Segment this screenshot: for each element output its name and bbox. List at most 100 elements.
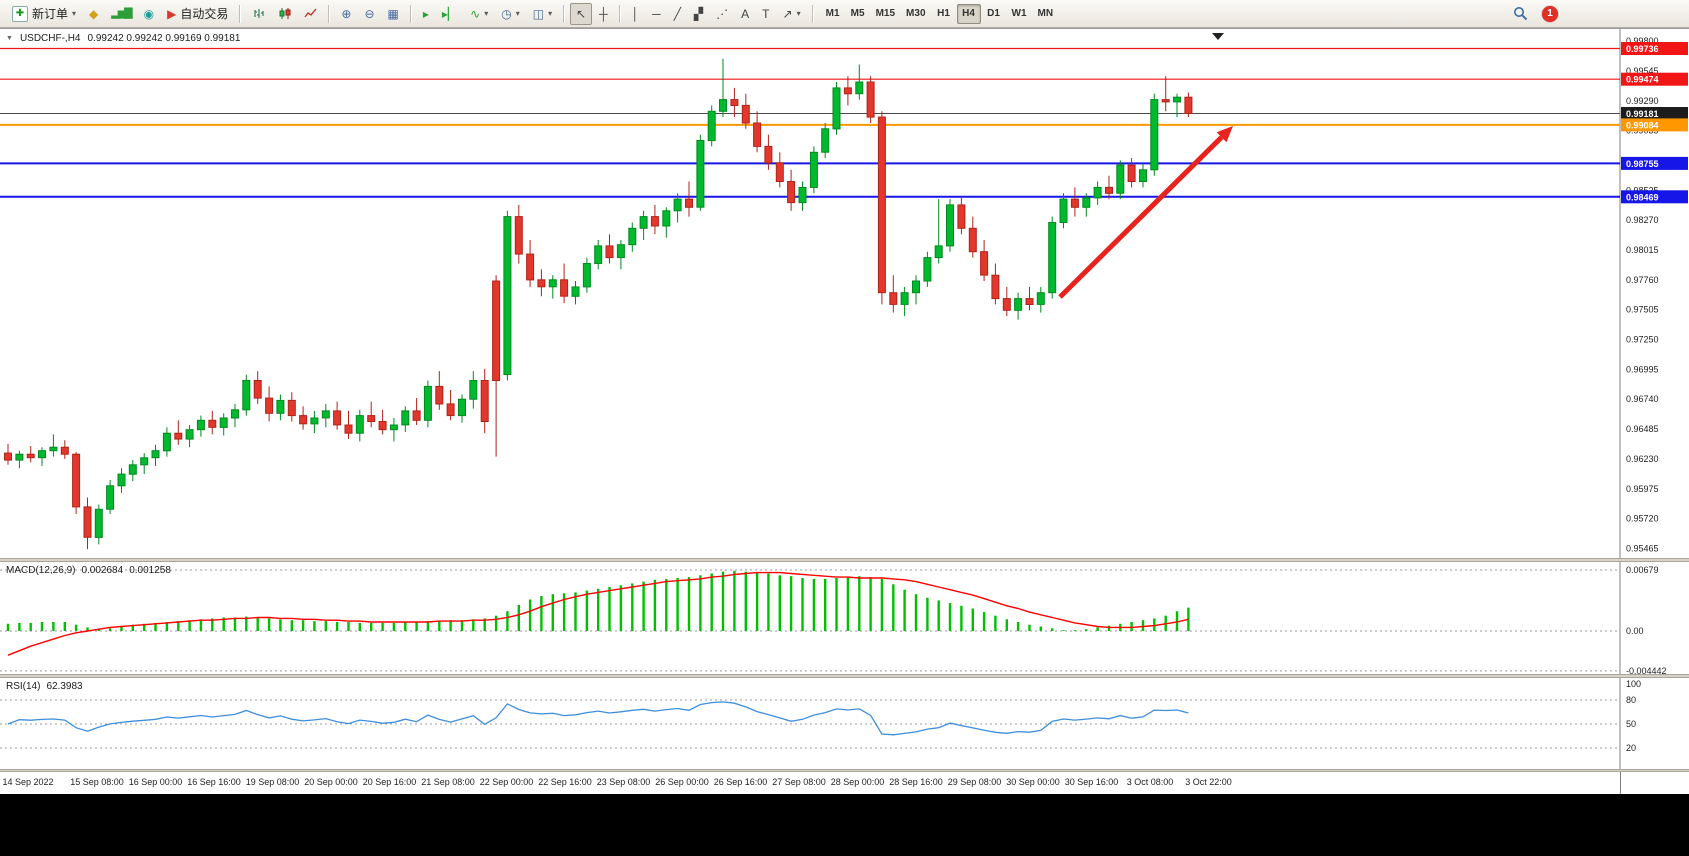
price-tick-label: 0.95465 (1626, 544, 1659, 554)
line-chart-type-button[interactable] (298, 3, 323, 25)
tile-windows-button[interactable]: ▦ (382, 3, 405, 25)
time-axis-label: 22 Sep 00:00 (479, 777, 534, 787)
chevron-down-icon: ▾ (72, 9, 77, 18)
time-axis-label: 16 Sep 00:00 (128, 777, 183, 787)
timeframe-mn-button[interactable]: MN (1033, 4, 1059, 24)
collapse-arrow-icon[interactable]: ▼ (6, 35, 13, 42)
macd-name: MACD(12,26,9) (6, 565, 76, 576)
bar-chart-type-button[interactable] (246, 3, 271, 25)
timeframe-h1-button[interactable]: H1 (932, 4, 956, 24)
trend-arrow-head (1216, 126, 1233, 143)
price-tag-label: 0.99084 (1626, 120, 1659, 130)
text-label-button[interactable]: T (756, 3, 775, 25)
symbol-label: USDCHF-,H4 (19, 33, 81, 44)
notification-badge[interactable]: 1 (1542, 5, 1558, 22)
text-icon: A (741, 6, 750, 21)
chart-shift-icon: ▸▏ (441, 6, 458, 21)
market-watch-button[interactable]: ◉ (138, 3, 160, 25)
time-axis-label: 30 Sep 16:00 (1064, 777, 1119, 787)
horizontal-line-icon: ─ (652, 6, 661, 21)
macd-panel[interactable]: 0.00679 0.00 -0.004442 MACD(12,26,9) 0.002… (0, 562, 1689, 674)
trend-arrow[interactable] (1058, 135, 1224, 299)
macd-label: MACD(12,26,9) 0.002684 0.001258 (6, 565, 171, 576)
rsi-chart[interactable]: 100 80 50 20 (0, 678, 1689, 769)
panel-splitter[interactable] (0, 558, 1689, 562)
toolbar-separator (618, 4, 621, 23)
panel-splitter[interactable] (0, 769, 1689, 772)
channel-icon: ▞ (693, 6, 704, 21)
zoom-in-button[interactable]: ⊕ (335, 3, 357, 25)
time-axis-label: 3 Oct 22:00 (1185, 777, 1232, 787)
time-axis-label: 20 Sep 16:00 (362, 777, 417, 787)
templates-button[interactable]: ◫ ▾ (527, 3, 558, 25)
timeframe-m5-button[interactable]: M5 (846, 4, 870, 24)
toolbar: ✚ 新订单 ▾ ◆ ▂▅▇ ◉ ▶ 自动交易 (0, 0, 1689, 28)
rsi-tick-label: 20 (1626, 743, 1636, 753)
macd-histogram (6, 570, 1190, 631)
timeframe-m15-button[interactable]: M15 (871, 4, 900, 24)
price-tick-label: 0.95975 (1626, 484, 1659, 494)
indicators-button[interactable]: ∿ ▾ (464, 3, 494, 25)
timeframe-m30-button[interactable]: M30 (901, 4, 930, 24)
macd-tick-label: 0.00 (1626, 626, 1644, 636)
price-tick-label: 0.96230 (1626, 454, 1659, 464)
auto-trading-button[interactable]: ▶ 自动交易 (161, 3, 234, 25)
price-tick-label: 0.97505 (1626, 305, 1659, 315)
timeframe-d1-button[interactable]: D1 (982, 4, 1006, 24)
charts-button[interactable]: ▂▅▇ (105, 3, 136, 25)
price-tag-label: 0.99181 (1626, 109, 1659, 119)
text-button[interactable]: A (735, 3, 755, 25)
price-tick-label: 0.99800 (1626, 36, 1659, 46)
price-tick-label: 0.97250 (1626, 335, 1659, 345)
price-tag-label: 0.98755 (1626, 159, 1659, 169)
chevron-down-icon: ▾ (548, 9, 553, 18)
rsi-tick-label: 50 (1626, 719, 1636, 729)
timeframe-w1-button[interactable]: W1 (1007, 4, 1032, 24)
rsi-name: RSI(14) (6, 681, 41, 692)
vertical-line-button[interactable]: │ (626, 3, 646, 25)
toolbar-separator (328, 4, 331, 23)
market-watch-icon: ◉ (143, 6, 155, 21)
line-chart-type-icon (304, 8, 317, 18)
price-tick-label: 0.98015 (1626, 245, 1659, 255)
price-tick-label: 0.97760 (1626, 275, 1659, 285)
new-order-icon: ✚ (12, 5, 28, 22)
crosshair-button[interactable]: ┼ (593, 3, 614, 25)
time-axis-label: 28 Sep 16:00 (889, 777, 943, 787)
candlestick-type-icon (279, 8, 291, 19)
candles (4, 58, 1193, 550)
zoom-out-button[interactable]: ⊖ (358, 3, 380, 25)
metaeditor-icon: ◆ (89, 6, 99, 21)
price-tag (1621, 118, 1688, 132)
time-axis-label: 28 Sep 00:00 (830, 777, 885, 787)
auto-scroll-button[interactable]: ▸ (417, 3, 435, 25)
chart-shift-button[interactable]: ▸▏ (436, 3, 463, 25)
time-axis-label: 14 Sep 2022 (2, 777, 54, 787)
periods-button[interactable]: ◷ ▾ (495, 3, 526, 25)
search-icon[interactable] (1513, 6, 1528, 21)
macd-chart[interactable]: 0.00679 0.00 -0.004442 (0, 562, 1689, 674)
time-axis[interactable]: 14 Sep 2022 15 Sep 08:00 16 Sep 00:00 16 Se… (0, 772, 1689, 794)
arrows-button[interactable]: ↗ ▾ (777, 3, 807, 25)
timeframe-m1-button[interactable]: M1 (821, 4, 845, 24)
fibonacci-button[interactable]: ⋰ (710, 3, 734, 25)
trendline-button[interactable]: ╱ (668, 3, 687, 25)
panel-splitter[interactable] (0, 674, 1689, 678)
candlestick-type-button[interactable] (272, 3, 297, 25)
new-order-button[interactable]: ✚ 新订单 ▾ (6, 3, 82, 25)
rsi-line (7, 701, 1189, 736)
price-chart-panel[interactable]: 0.998000.995450.992900.990350.987800.985… (0, 28, 1689, 559)
horizontal-line-button[interactable]: ─ (646, 3, 667, 25)
macd-signal-line (7, 571, 1189, 656)
last-bar-marker-icon (1212, 33, 1224, 40)
time-axis-label: 20 Sep 00:00 (304, 777, 358, 787)
metaeditor-button[interactable]: ◆ (83, 3, 104, 25)
candlestick-chart[interactable]: 0.998000.995450.992900.990350.987800.985… (0, 29, 1689, 559)
crosshair-icon: ┼ (599, 6, 608, 21)
cursor-button[interactable]: ↖ (570, 2, 593, 25)
rsi-panel[interactable]: 100 80 50 20 RSI(14) 62.3983 (0, 678, 1689, 769)
rsi-label: RSI(14) 62.3983 (6, 681, 83, 692)
timeframe-h4-button[interactable]: H4 (956, 3, 981, 24)
auto-trading-icon: ▶ (167, 6, 177, 21)
channel-button[interactable]: ▞ (688, 3, 709, 25)
